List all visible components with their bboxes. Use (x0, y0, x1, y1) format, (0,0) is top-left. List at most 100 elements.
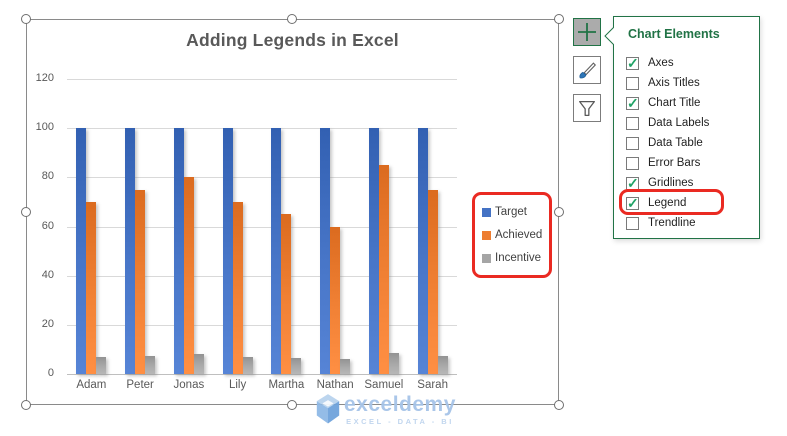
selection-handle-top-left[interactable] (21, 14, 31, 24)
bar-incentive-samuel[interactable] (388, 353, 399, 374)
chart-element-row-data-labels[interactable]: Data Labels (626, 113, 755, 133)
bar-achieved-jonas[interactable] (183, 177, 194, 374)
chart-legend[interactable]: Target Achieved Incentive (472, 192, 552, 278)
gridline (67, 177, 457, 179)
selection-handle-top-middle[interactable] (287, 14, 297, 24)
selection-handle-bottom-right[interactable] (554, 400, 564, 410)
selection-handle-bottom-left[interactable] (21, 400, 31, 410)
legend-item-target[interactable]: Target (482, 206, 549, 218)
bar-incentive-sarah[interactable] (437, 355, 448, 374)
exceldemy-logo-icon (316, 394, 340, 424)
y-axis-tick-label: 100 (35, 121, 54, 134)
bar-incentive-martha[interactable] (291, 358, 302, 374)
chart-elements-panel-title: Chart Elements (628, 27, 720, 41)
x-axis-category-label: Jonas (173, 379, 205, 391)
watermark: exceldemy EXCEL - DATA - BI (314, 393, 456, 426)
gridline (67, 324, 457, 326)
brush-icon (579, 62, 597, 79)
chart-filters-button[interactable] (573, 94, 601, 122)
bar-achieved-sarah[interactable] (427, 189, 438, 374)
bar-incentive-jonas[interactable] (193, 354, 204, 374)
bar-target-sarah[interactable] (417, 128, 428, 374)
chart-title-checkbox[interactable] (626, 95, 639, 112)
achieved-swatch-icon (482, 230, 491, 240)
data-labels-label: Data Labels (648, 117, 710, 129)
gridline (67, 275, 457, 277)
x-axis-category-label: Adam (76, 379, 107, 391)
gridlines-checkbox[interactable] (626, 175, 639, 192)
x-axis-category-label: Nathan (316, 379, 354, 391)
chart-element-row-axes[interactable]: Axes (626, 53, 755, 73)
bar-target-lily[interactable] (222, 128, 233, 374)
selection-handle-right-middle[interactable] (554, 207, 564, 217)
plot-area (67, 79, 457, 375)
bar-target-nathan[interactable] (320, 128, 331, 374)
data-table-checkbox[interactable] (626, 136, 639, 150)
bar-target-peter[interactable] (125, 128, 136, 374)
data-labels-checkbox[interactable] (626, 116, 639, 130)
bar-incentive-lily[interactable] (242, 356, 253, 374)
y-axis-tick-label: 40 (41, 268, 54, 281)
bar-target-samuel[interactable] (368, 128, 379, 374)
axes-label: Axes (648, 57, 674, 69)
bar-achieved-martha[interactable] (281, 214, 292, 374)
chart-title-label: Chart Title (648, 97, 701, 109)
gridline (67, 226, 457, 228)
bar-achieved-samuel[interactable] (378, 165, 389, 374)
y-axis-tick-label: 20 (41, 317, 54, 330)
x-axis-category-label: Sarah (417, 379, 448, 391)
chart-element-row-trendline[interactable]: Trendline (626, 213, 755, 233)
legend-label: Incentive (495, 252, 542, 264)
chart-elements-panel: Chart Elements Axes Axis Titles Chart Ti… (613, 16, 760, 239)
bar-achieved-lily[interactable] (232, 201, 243, 374)
x-axis-category-label: Martha (268, 379, 305, 391)
axes-checkbox[interactable] (626, 55, 639, 72)
bar-target-martha[interactable] (271, 128, 282, 374)
axis-titles-checkbox[interactable] (626, 76, 639, 90)
chart-elements-button[interactable] (573, 18, 601, 46)
error-bars-label: Error Bars (648, 157, 701, 169)
y-axis-tick-label: 80 (41, 170, 54, 183)
chart-element-row-chart-title[interactable]: Chart Title (626, 93, 755, 113)
legend-checkbox[interactable] (626, 195, 639, 212)
chart-selection-frame (26, 19, 559, 405)
selection-handle-top-right[interactable] (554, 14, 564, 24)
chart-styles-button[interactable] (573, 56, 601, 84)
y-axis-tick-label: 60 (41, 219, 54, 232)
trendline-checkbox[interactable] (626, 216, 639, 230)
incentive-swatch-icon (482, 253, 491, 263)
gridlines-label: Gridlines (648, 177, 694, 189)
chart-element-row-data-table[interactable]: Data Table (626, 133, 755, 153)
bar-incentive-peter[interactable] (145, 355, 156, 374)
bar-incentive-nathan[interactable] (340, 359, 351, 374)
trendline-label: Trendline (648, 217, 696, 229)
panel-notch-icon (604, 27, 614, 45)
chart-element-row-axis-titles[interactable]: Axis Titles (626, 73, 755, 93)
error-bars-checkbox[interactable] (626, 156, 639, 170)
bar-achieved-adam[interactable] (86, 201, 97, 374)
chart-element-row-legend[interactable]: Legend (626, 193, 755, 213)
x-axis-category-label: Samuel (364, 379, 404, 391)
bar-incentive-adam[interactable] (96, 356, 107, 374)
legend-item-achieved[interactable]: Achieved (482, 229, 549, 241)
y-axis-tick-label: 0 (47, 367, 54, 379)
bar-target-jonas[interactable] (173, 128, 184, 374)
legend-label: Legend (648, 197, 687, 209)
gridline (67, 79, 457, 80)
x-axis-category-label: Lily (228, 379, 247, 391)
selection-handle-bottom-middle[interactable] (287, 400, 297, 410)
legend-item-incentive[interactable]: Incentive (482, 252, 549, 264)
y-axis-tick-label: 120 (35, 72, 54, 84)
chart-element-row-gridlines[interactable]: Gridlines (626, 173, 755, 193)
selection-handle-left-middle[interactable] (21, 207, 31, 217)
target-swatch-icon (482, 207, 491, 217)
bar-achieved-peter[interactable] (135, 189, 146, 374)
data-table-label: Data Table (648, 137, 703, 149)
chart-element-row-error-bars[interactable]: Error Bars (626, 153, 755, 173)
funnel-icon (579, 100, 595, 116)
bar-achieved-nathan[interactable] (330, 226, 341, 374)
watermark-tagline: EXCEL - DATA - BI (346, 417, 454, 426)
chart-title[interactable]: Adding Legends in Excel (186, 30, 399, 50)
bar-target-adam[interactable] (76, 128, 87, 374)
